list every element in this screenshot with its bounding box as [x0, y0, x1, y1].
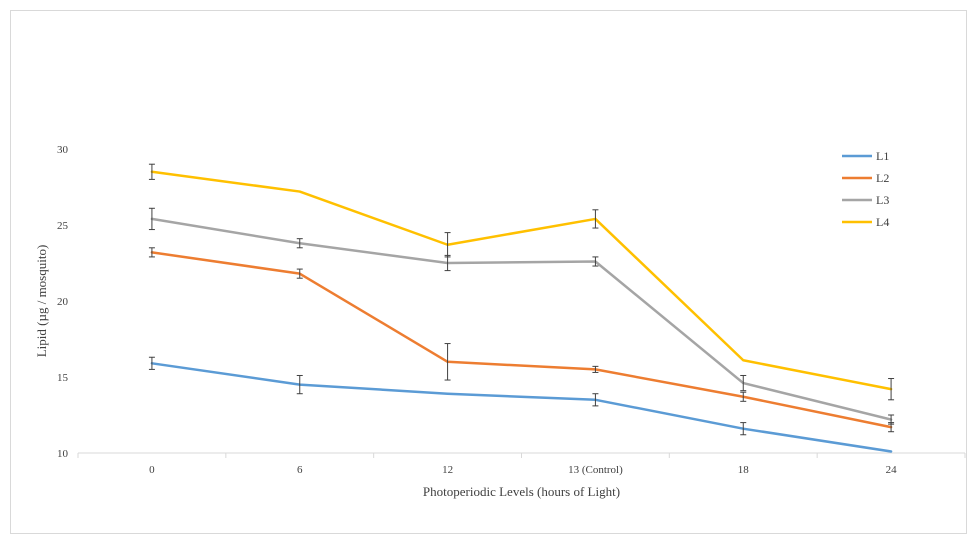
error-bar — [592, 209, 599, 229]
error-bar — [888, 414, 895, 425]
y-axis-ticks: 10 15 20 25 30 — [57, 144, 69, 460]
y-tick-label: 20 — [57, 296, 69, 308]
legend-label: L3 — [876, 193, 889, 207]
error-bar — [148, 163, 155, 180]
series-L3 — [148, 207, 895, 425]
error-bar — [296, 238, 303, 249]
x-tick-label: 0 — [149, 464, 155, 476]
error-bar — [592, 365, 599, 373]
error-bar — [296, 268, 303, 279]
error-bar — [444, 343, 451, 381]
x-tick-label: 12 — [442, 464, 453, 476]
chart-frame — [10, 10, 967, 534]
error-bar — [592, 393, 599, 407]
error-bar — [592, 256, 599, 267]
series-line-L1 — [150, 362, 893, 453]
y-tick-label: 30 — [57, 144, 69, 156]
error-bar — [444, 232, 451, 258]
series-line-L3 — [150, 217, 893, 421]
x-tick-label: 6 — [297, 464, 303, 476]
legend-item-L2: L2 — [842, 171, 889, 185]
x-axis-title: Photoperiodic Levels (hours of Light) — [423, 484, 620, 499]
y-tick-label: 25 — [57, 220, 69, 232]
x-tick-label: 18 — [738, 464, 750, 476]
legend: L1 L2 L3 L4 — [842, 149, 889, 229]
error-bar — [740, 422, 747, 436]
y-tick-label: 15 — [57, 372, 69, 384]
legend-label: L2 — [876, 171, 889, 185]
error-bar — [148, 247, 155, 258]
legend-label: L4 — [876, 215, 889, 229]
error-bar — [296, 374, 303, 395]
error-bar — [148, 207, 155, 231]
legend-item-L4: L4 — [842, 215, 889, 229]
x-axis-ticks: 0 6 12 13 (Control) 18 24 — [77, 453, 966, 476]
series-L4 — [148, 163, 895, 401]
error-bar — [888, 378, 895, 401]
y-tick-label: 10 — [57, 448, 69, 460]
y-axis-title: Lipid (µg / mosquito) — [34, 245, 49, 358]
x-tick-label: 24 — [886, 464, 898, 476]
series-L2 — [148, 247, 895, 433]
series-L1 — [148, 356, 893, 453]
legend-item-L3: L3 — [842, 193, 889, 207]
legend-item-L1: L1 — [842, 149, 889, 163]
legend-label: L1 — [876, 149, 889, 163]
series-line-L2 — [150, 251, 893, 429]
error-bar — [740, 391, 747, 402]
series-line-L4 — [150, 170, 893, 391]
x-tick-label: 13 (Control) — [568, 464, 623, 476]
error-bar — [740, 374, 747, 392]
series-layer — [148, 163, 895, 453]
error-bar — [148, 356, 155, 370]
